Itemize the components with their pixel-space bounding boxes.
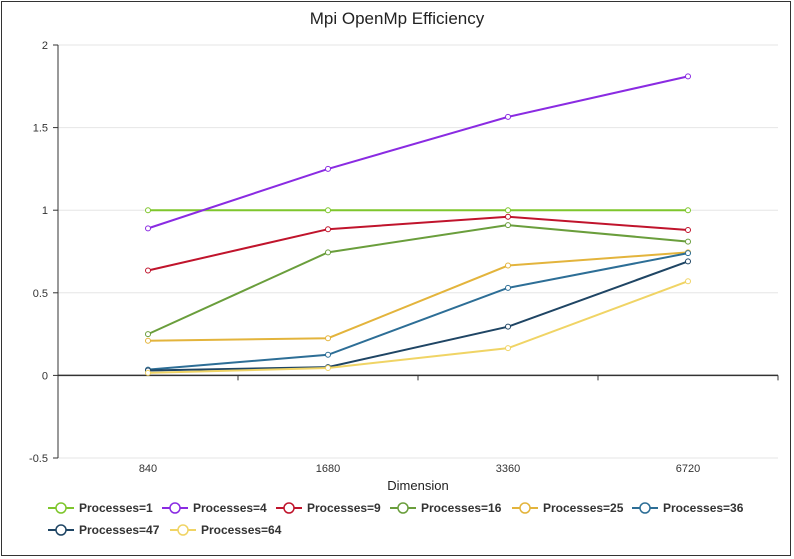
data-point	[685, 250, 691, 257]
legend-item[interactable]: Processes=1	[48, 501, 153, 515]
y-tick-label: 0.5	[33, 288, 48, 300]
legend-label: Processes=36	[663, 501, 744, 515]
legend-item[interactable]: Processes=64	[170, 523, 282, 537]
legend-item[interactable]: Processes=25	[512, 501, 624, 515]
series-line	[147, 280, 689, 374]
axes: -0.5 0 0.5 1 1.5 2 840 1680 3360 6720	[29, 40, 779, 475]
data-point	[685, 258, 691, 265]
series-line	[147, 252, 689, 371]
legend-item[interactable]: Processes=47	[48, 523, 160, 537]
data-point	[145, 337, 151, 344]
x-tick-label: 6720	[676, 463, 700, 475]
legend-label: Processes=25	[543, 501, 624, 515]
legend-marker	[283, 502, 295, 514]
x-tick-label: 3360	[496, 463, 520, 475]
data-point	[325, 335, 331, 342]
series-line	[147, 224, 689, 336]
legend-item[interactable]: Processes=16	[390, 501, 502, 515]
data-point	[505, 323, 511, 330]
data-point	[325, 249, 331, 256]
legend-marker	[177, 524, 189, 536]
legend-label: Processes=47	[79, 523, 160, 537]
legend-label: Processes=9	[307, 501, 381, 515]
data-point	[325, 364, 331, 371]
data-point	[685, 238, 691, 245]
data-point	[325, 165, 331, 172]
legend-marker	[397, 502, 409, 514]
data-point	[505, 207, 511, 214]
data-point	[505, 213, 511, 220]
legend-label: Processes=4	[193, 501, 267, 515]
y-tick-label: 1	[42, 205, 48, 217]
data-point	[145, 207, 151, 214]
legend-marker	[519, 502, 531, 514]
legend-item[interactable]: Processes=9	[276, 501, 381, 515]
data-point	[325, 207, 331, 214]
x-tick-label: 840	[139, 463, 157, 475]
x-tick-label: 1680	[316, 463, 340, 475]
data-point	[325, 226, 331, 233]
y-tick-label: 0	[42, 370, 48, 382]
data-point	[505, 284, 511, 291]
legend-label: Processes=16	[421, 501, 502, 515]
legend-label: Processes=64	[201, 523, 282, 537]
data-point	[505, 262, 511, 269]
series-line	[147, 215, 689, 272]
series-line	[147, 75, 689, 230]
data-point	[145, 225, 151, 232]
x-axis-label: Dimension	[387, 478, 448, 493]
data-point	[505, 113, 511, 120]
series-group	[145, 73, 691, 376]
data-point	[505, 222, 511, 229]
data-point	[145, 267, 151, 274]
data-point	[685, 278, 691, 285]
legend-marker	[169, 502, 181, 514]
y-tick-label: 1.5	[33, 123, 48, 135]
legend-item[interactable]: Processes=4	[162, 501, 267, 515]
series-line	[147, 260, 689, 372]
legend-item[interactable]: Processes=36	[632, 501, 744, 515]
y-tick-label: -0.5	[29, 453, 48, 465]
y-tick-label: 2	[42, 40, 48, 52]
series-line	[147, 251, 689, 342]
data-point	[685, 73, 691, 80]
legend-marker	[55, 524, 67, 536]
grid	[58, 44, 778, 459]
data-point	[505, 345, 511, 352]
data-point	[325, 351, 331, 358]
data-point	[145, 369, 151, 376]
chart-title: Mpi OpenMp Efficiency	[310, 9, 485, 28]
data-point	[685, 207, 691, 214]
data-point	[685, 227, 691, 234]
legend-marker	[55, 502, 67, 514]
data-point	[145, 331, 151, 338]
legend-label: Processes=1	[79, 501, 153, 515]
legend: Processes=1 Processes=4 Processes=9 Process…	[48, 501, 744, 537]
legend-marker	[639, 502, 651, 514]
